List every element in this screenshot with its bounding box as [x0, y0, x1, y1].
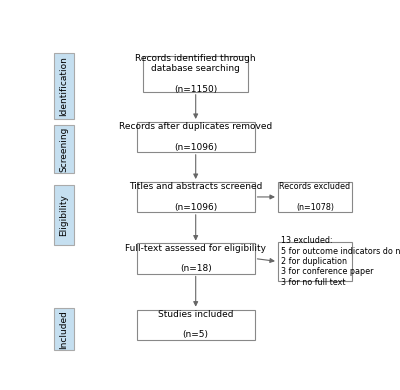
- Text: Identification: Identification: [60, 56, 68, 116]
- Text: Studies included

(n=5): Studies included (n=5): [158, 310, 234, 339]
- Text: Records identified through
database searching

(n=1150): Records identified through database sear…: [135, 54, 256, 94]
- FancyBboxPatch shape: [137, 182, 254, 212]
- FancyBboxPatch shape: [54, 185, 74, 245]
- FancyBboxPatch shape: [278, 242, 352, 281]
- FancyBboxPatch shape: [143, 56, 248, 92]
- FancyBboxPatch shape: [137, 122, 254, 152]
- FancyBboxPatch shape: [278, 182, 352, 212]
- Text: Screening: Screening: [60, 126, 68, 172]
- FancyBboxPatch shape: [54, 308, 74, 350]
- Text: 13 excluded:
5 for outcome indicators do not match
2 for duplication
3 for confe: 13 excluded: 5 for outcome indicators do…: [281, 236, 400, 287]
- Text: Included: Included: [60, 310, 68, 349]
- Text: Titles and abstracts screened

(n=1096): Titles and abstracts screened (n=1096): [129, 182, 262, 212]
- Text: Records after duplicates removed

(n=1096): Records after duplicates removed (n=1096…: [119, 122, 272, 152]
- FancyBboxPatch shape: [54, 125, 74, 173]
- FancyBboxPatch shape: [54, 53, 74, 119]
- Text: Full-text assessed for eligibility

(n=18): Full-text assessed for eligibility (n=18…: [125, 244, 266, 273]
- FancyBboxPatch shape: [137, 310, 254, 340]
- FancyBboxPatch shape: [137, 243, 254, 273]
- Text: Records excluded

(n=1078): Records excluded (n=1078): [280, 182, 351, 212]
- Text: Eligibility: Eligibility: [60, 194, 68, 236]
